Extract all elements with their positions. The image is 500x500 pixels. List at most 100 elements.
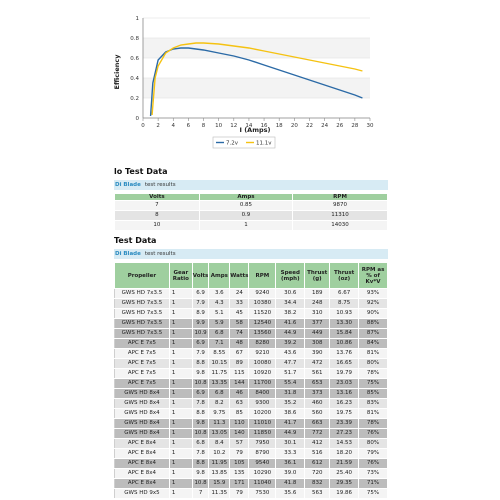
io-test-header-cell: RPM [292,193,388,201]
prop-test-cell: 7.9 [191,348,210,359]
prop-test-cell: 140 [229,428,250,439]
x-tick-label: 30 [367,123,374,129]
prop-test-row: GWS HD 9x5 1 7 11.35 79 7530 35.6 563 19.86 75% [114,488,388,499]
legend-label: 11.1v [256,141,272,147]
test-results-name[interactable]: Di Blade [115,251,141,257]
prop-test-cell: 19.75 [329,408,360,419]
prop-test-cell: APC E 8x4 [114,478,170,489]
prop-test-cell: 73% [358,468,388,479]
prop-test-cell: 13.76 [329,348,360,359]
legend-label: 7.2v [226,141,239,147]
prop-test-cell: GWS HD 8x4 [114,398,170,409]
chart-series [149,42,363,117]
prop-test-cell: 1 [168,288,193,299]
prop-test-cell: 6.8 [191,438,210,449]
prop-test-cell: 85 [229,408,250,419]
prop-test-cell: GWS HD 8x4 [114,428,170,439]
prop-test-cell: GWS HD 8x4 [114,388,170,399]
prop-test-row: GWS HD 7x3.5 1 6.9 3.6 24 9240 30.6 189 6.67 93% [114,288,388,299]
prop-test-cell: 10380 [248,298,277,309]
prop-test-cell: 85% [358,388,388,399]
io-test-cell: 1 [198,220,294,231]
prop-test-cell: 18.20 [329,448,360,459]
prop-test-header-cell: Propeller [114,262,170,289]
prop-test-row: GWS HD 8x4 1 6.9 6.8 46 8400 31.8 373 13.16 85% [114,388,388,399]
prop-test-cell: 9540 [248,458,277,469]
prop-test-cell: APC E 7x5 [114,358,170,369]
prop-test-row: APC E 8x4 1 10.8 15.9 171 11040 41.8 832 29.35 71… [114,478,388,489]
prop-test-cell: 34.4 [275,298,306,309]
x-tick-label: 12 [230,123,237,129]
prop-test-row: GWS HD 7x3.5 1 10.9 6.8 74 13560 44.9 449 15.84 8… [114,328,388,339]
prop-test-cell: 79% [358,448,388,459]
prop-test-header-cell: RPM as % of Kv*V [358,262,388,289]
prop-test-cell: GWS HD 7x3.5 [114,308,170,319]
prop-test-row: APC E 7x5 1 8.8 10.15 89 10080 47.7 472 16.65 80% [114,358,388,369]
x-tick-label: 26 [336,123,343,129]
prop-test-cell: 90% [358,308,388,319]
test-data-heading: Test Data [114,236,157,245]
prop-test-cell: 6.8 [208,328,231,339]
prop-test-cell: 14.53 [329,438,360,449]
test-results-label: test results [144,251,176,257]
x-axis-label: I (Amps) [240,126,271,134]
prop-test-cell: 88% [358,318,388,329]
io-test-cell: 0.85 [198,200,294,211]
x-tick-label: 6 [187,123,191,129]
y-tick-label: 1 [136,16,140,22]
prop-test-cell: 44.9 [275,428,306,439]
prop-test-cell: 10.9 [191,328,210,339]
prop-test-cell: 41.6 [275,318,306,329]
prop-test-cell: 4.3 [208,298,231,309]
prop-test-cell: 36.1 [275,458,306,469]
prop-test-cell: 51.7 [275,368,306,379]
efficiency-chart: 00.20.40.60.810 2 4 6 8 10 12 14 16 18 20 22 24 26 28 3… [113,16,374,149]
x-tick-label: 8 [202,123,206,129]
io-results-name[interactable]: Di Blade [115,182,141,188]
prop-test-row: APC E 8x4 1 9.8 13.85 135 10290 39.0 720 25.40 73… [114,468,388,479]
prop-test-cell: 10200 [248,408,277,419]
prop-test-cell: 27.23 [329,428,360,439]
prop-test-cell: 43.6 [275,348,306,359]
prop-test-cell: 10080 [248,358,277,369]
prop-test-cell: 80% [358,358,388,369]
prop-test-cell: 10.8 [191,378,210,389]
prop-test-cell: 47.7 [275,358,306,369]
prop-test-row: APC E 8x4 1 7.8 10.2 79 8790 33.3 516 18.20 79% [114,448,388,459]
prop-test-cell: 105 [229,458,250,469]
io-test-cell: 0.9 [198,210,294,221]
x-tick-label: 14 [245,123,252,129]
prop-test-cell: 6.9 [191,338,210,349]
prop-test-cell: 832 [304,478,331,489]
y-axis-label: Efficiency [113,54,121,90]
io-test-cell: 10 [114,220,200,231]
prop-test-cell: GWS HD 7x3.5 [114,328,170,339]
prop-test-cell: 78% [358,418,388,429]
io-test-cell: 7 [114,200,200,211]
prop-test-cell: 6.8 [208,388,231,399]
prop-test-cell: 41.8 [275,478,306,489]
prop-test-row: APC E 7x5 1 9.8 11.75 115 10920 51.7 561 19.79 78… [114,368,388,379]
prop-test-cell: 171 [229,478,250,489]
prop-test-cell: 11010 [248,418,277,429]
plot-area [143,18,370,118]
prop-test-cell: 3.6 [208,288,231,299]
prop-test-cell: 412 [304,438,331,449]
prop-test-cell: 772 [304,428,331,439]
prop-test-cell: 13.30 [329,318,360,329]
y-tick-label: 0.8 [130,36,139,42]
prop-test-cell: 7.9 [191,298,210,309]
prop-test-cell: 45 [229,308,250,319]
prop-test-cell: 15.9 [208,478,231,489]
prop-test-cell: 460 [304,398,331,409]
prop-test-cell: 1 [168,418,193,429]
io-test-header-cell: Volts [114,193,200,201]
y-tick-label: 0.2 [130,96,139,102]
prop-test-cell: 110 [229,418,250,429]
prop-test-cell: 310 [304,308,331,319]
prop-test-cell: 25.40 [329,468,360,479]
io-test-cell: 14030 [292,220,388,231]
prop-test-cell: 1 [168,378,193,389]
io-test-cell: 9870 [292,200,388,211]
prop-test-cell: 29.35 [329,478,360,489]
